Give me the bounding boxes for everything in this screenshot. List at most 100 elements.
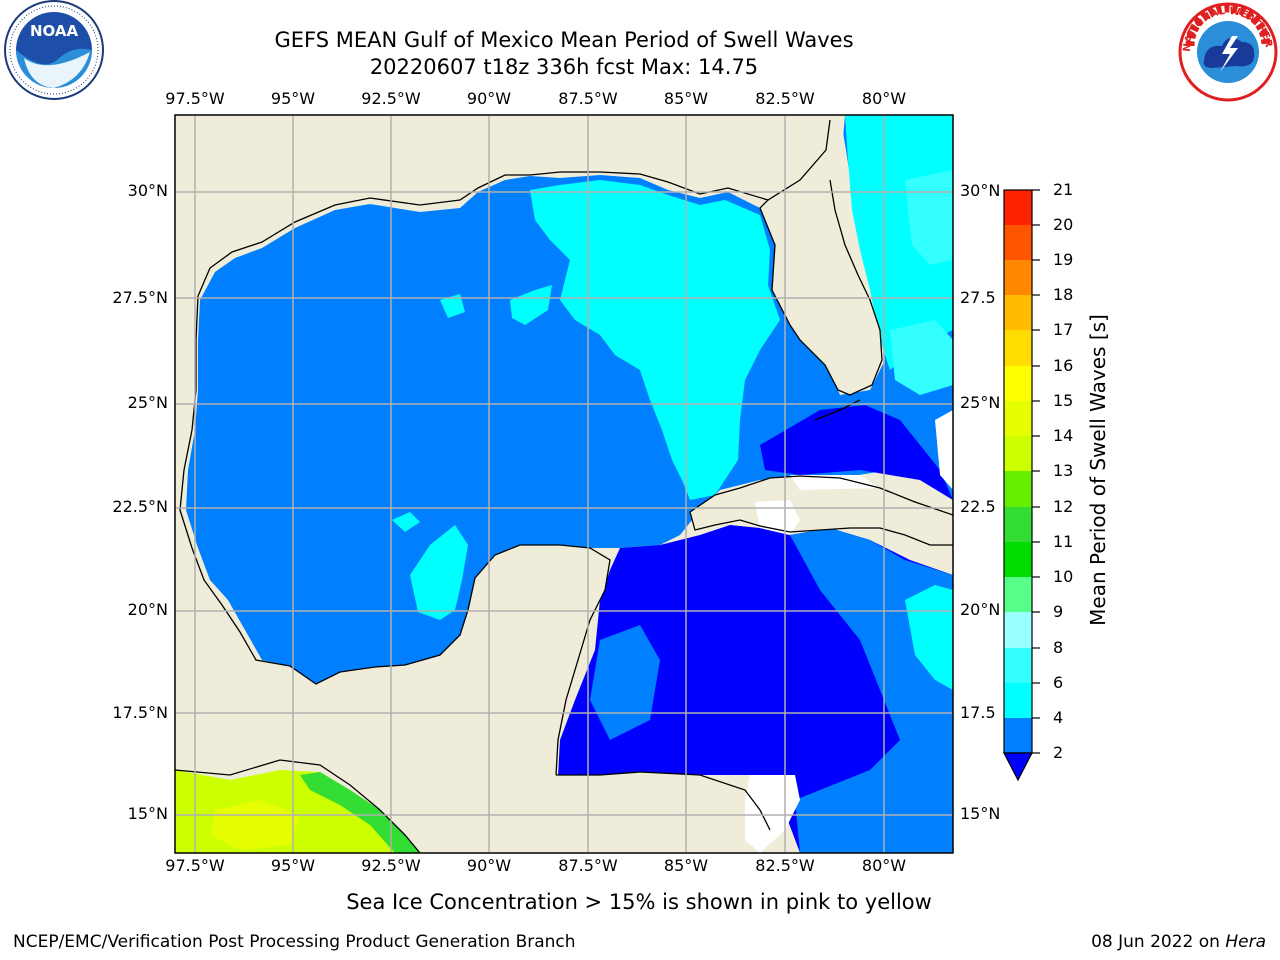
cb-bin-6 (1004, 648, 1032, 683)
cb-bin-12 (1004, 471, 1032, 507)
cb-bin-9 (1004, 577, 1032, 612)
data-gap-honduras (745, 775, 800, 853)
cb-bin-20 (1004, 190, 1032, 225)
lat-label-right: 15°N (960, 804, 1001, 823)
colorbar-tick-label: 19 (1053, 250, 1074, 269)
lat-label-right: 22.5 (960, 497, 996, 516)
eastern-gulf-cyan (530, 180, 780, 500)
footer-date-text: 08 Jun 2022 on (1091, 932, 1220, 952)
lat-label-right: 27.5 (960, 288, 996, 307)
caribbean-lighter-west (590, 625, 660, 740)
colorbar-label: Mean Period of Swell Waves [s] (1086, 314, 1110, 626)
cb-bin-11 (1004, 507, 1032, 542)
lat-label-right: 30°N (960, 181, 1001, 200)
caption: Sea Ice Concentration > 15% is shown in … (0, 890, 1280, 914)
cb-bin-10 (1004, 542, 1032, 577)
lon-label-bottom: 82.5°W (755, 856, 815, 875)
footer-host: Hera (1225, 932, 1266, 952)
nws-logo: NATIONAL WEATHER SERVICE (1176, 0, 1278, 102)
footer-credit: NCEP/EMC/Verification Post Processing Pr… (13, 932, 576, 952)
colorbar-tick-label: 18 (1053, 285, 1074, 304)
lon-label-bottom: 90°W (466, 856, 512, 875)
cb-bin-2 (1004, 718, 1032, 753)
gulf-cyan-spot-2 (392, 512, 420, 532)
noaa-logo-text: NOAA (30, 22, 79, 40)
lat-label-left: 17.5°N (112, 703, 168, 722)
bay-campeche-cyan (410, 525, 468, 620)
lat-label-left: 25°N (127, 393, 168, 412)
colorbar-tick-label: 15 (1053, 391, 1074, 410)
colorbar-tick-label: 20 (1053, 215, 1074, 234)
lon-label-top: 90°W (466, 89, 512, 108)
lon-label-bottom: 80°W (861, 856, 907, 875)
map-frame (174, 114, 954, 854)
colorbar-tick-label: 12 (1053, 497, 1074, 516)
lon-label-top: 97.5°W (165, 89, 225, 108)
graticule (175, 115, 953, 853)
data-gap-bahamas (935, 410, 953, 490)
lon-label-bottom: 92.5°W (361, 856, 421, 875)
lon-label-bottom: 95°W (270, 856, 316, 875)
coastline-pacific (175, 759, 421, 853)
chart-title: GEFS MEAN Gulf of Mexico Mean Period of … (274, 28, 854, 52)
lon-label-bottom: 97.5°W (165, 856, 225, 875)
lon-label-top: 87.5°W (558, 89, 618, 108)
atlantic-cyan-light-2 (890, 320, 953, 395)
coastline-cuba (689, 475, 953, 546)
us-coast-land (175, 115, 840, 660)
noaa-logo: NOAA (4, 0, 104, 100)
cb-bin-19 (1004, 225, 1032, 260)
pacific-swell-yellow (210, 800, 300, 850)
lat-label-left: 30°N (127, 181, 168, 200)
cb-bin-8 (1004, 612, 1032, 648)
data-gap-cuba-north (790, 475, 880, 490)
lat-label-left: 27.5°N (112, 288, 168, 307)
lat-label-right: 17.5 (960, 703, 996, 722)
atlantic-cyan-light (905, 170, 953, 265)
colorbar-tick-label: 14 (1053, 426, 1074, 445)
caption-text: Sea Ice Concentration > 15% is shown in … (346, 890, 932, 914)
colorbar-tick-label: 10 (1053, 567, 1074, 586)
cb-under-triangle (1003, 752, 1033, 782)
colorbar-tick-label: 13 (1053, 461, 1074, 480)
chart-subtitle: 20220607 t18z 336h fcst Max: 14.75 (369, 55, 759, 79)
colorbar-tick-label: 6 (1053, 673, 1064, 692)
footer-date: 08 Jun 2022 on Hera (1091, 932, 1266, 952)
lon-label-top: 85°W (663, 89, 709, 108)
lon-label-bottom: 85°W (663, 856, 709, 875)
cb-bin-13 (1004, 436, 1032, 471)
cb-bin-16 (1004, 330, 1032, 366)
colorbar-tick-label: 9 (1053, 602, 1064, 621)
lat-label-left: 22.5°N (112, 497, 168, 516)
lon-label-bottom: 87.5°W (558, 856, 618, 875)
lon-label-top: 92.5°W (361, 89, 421, 108)
gulf-cyan-spot-3 (440, 294, 465, 318)
lat-label-left: 20°N (127, 600, 168, 619)
coastline-central-america (556, 771, 771, 831)
cb-bin-4 (1004, 683, 1032, 718)
colorbar-tick-label: 21 (1053, 180, 1074, 199)
colorbar-tick-label: 16 (1053, 356, 1074, 375)
lon-label-top: 95°W (270, 89, 316, 108)
pacific-swell-green (300, 772, 420, 853)
cb-bin-18 (1004, 260, 1032, 295)
colorbar-tick-label: 11 (1053, 532, 1074, 551)
colorbar-tick-label: 4 (1053, 708, 1064, 727)
colorbar-tick-label: 8 (1053, 638, 1064, 657)
coastline-florida (759, 179, 883, 396)
gulf-cyan-spot-1 (510, 285, 552, 325)
colorbar-tick-label: 17 (1053, 320, 1074, 339)
lon-label-top: 80°W (861, 89, 907, 108)
straits-dark (760, 405, 953, 500)
cb-bin-14 (1004, 401, 1032, 436)
lon-label-top: 82.5°W (755, 89, 815, 108)
yucatan-land (175, 545, 610, 853)
lat-label-left: 15°N (127, 804, 168, 823)
cb-bin-17 (1004, 295, 1032, 330)
lat-label-right: 25°N (960, 393, 1001, 412)
coastline-mexico (179, 340, 611, 776)
colorbar-tick-label: 2 (1053, 743, 1064, 762)
colorbar (1003, 189, 1040, 782)
cb-bin-15 (1004, 366, 1032, 401)
